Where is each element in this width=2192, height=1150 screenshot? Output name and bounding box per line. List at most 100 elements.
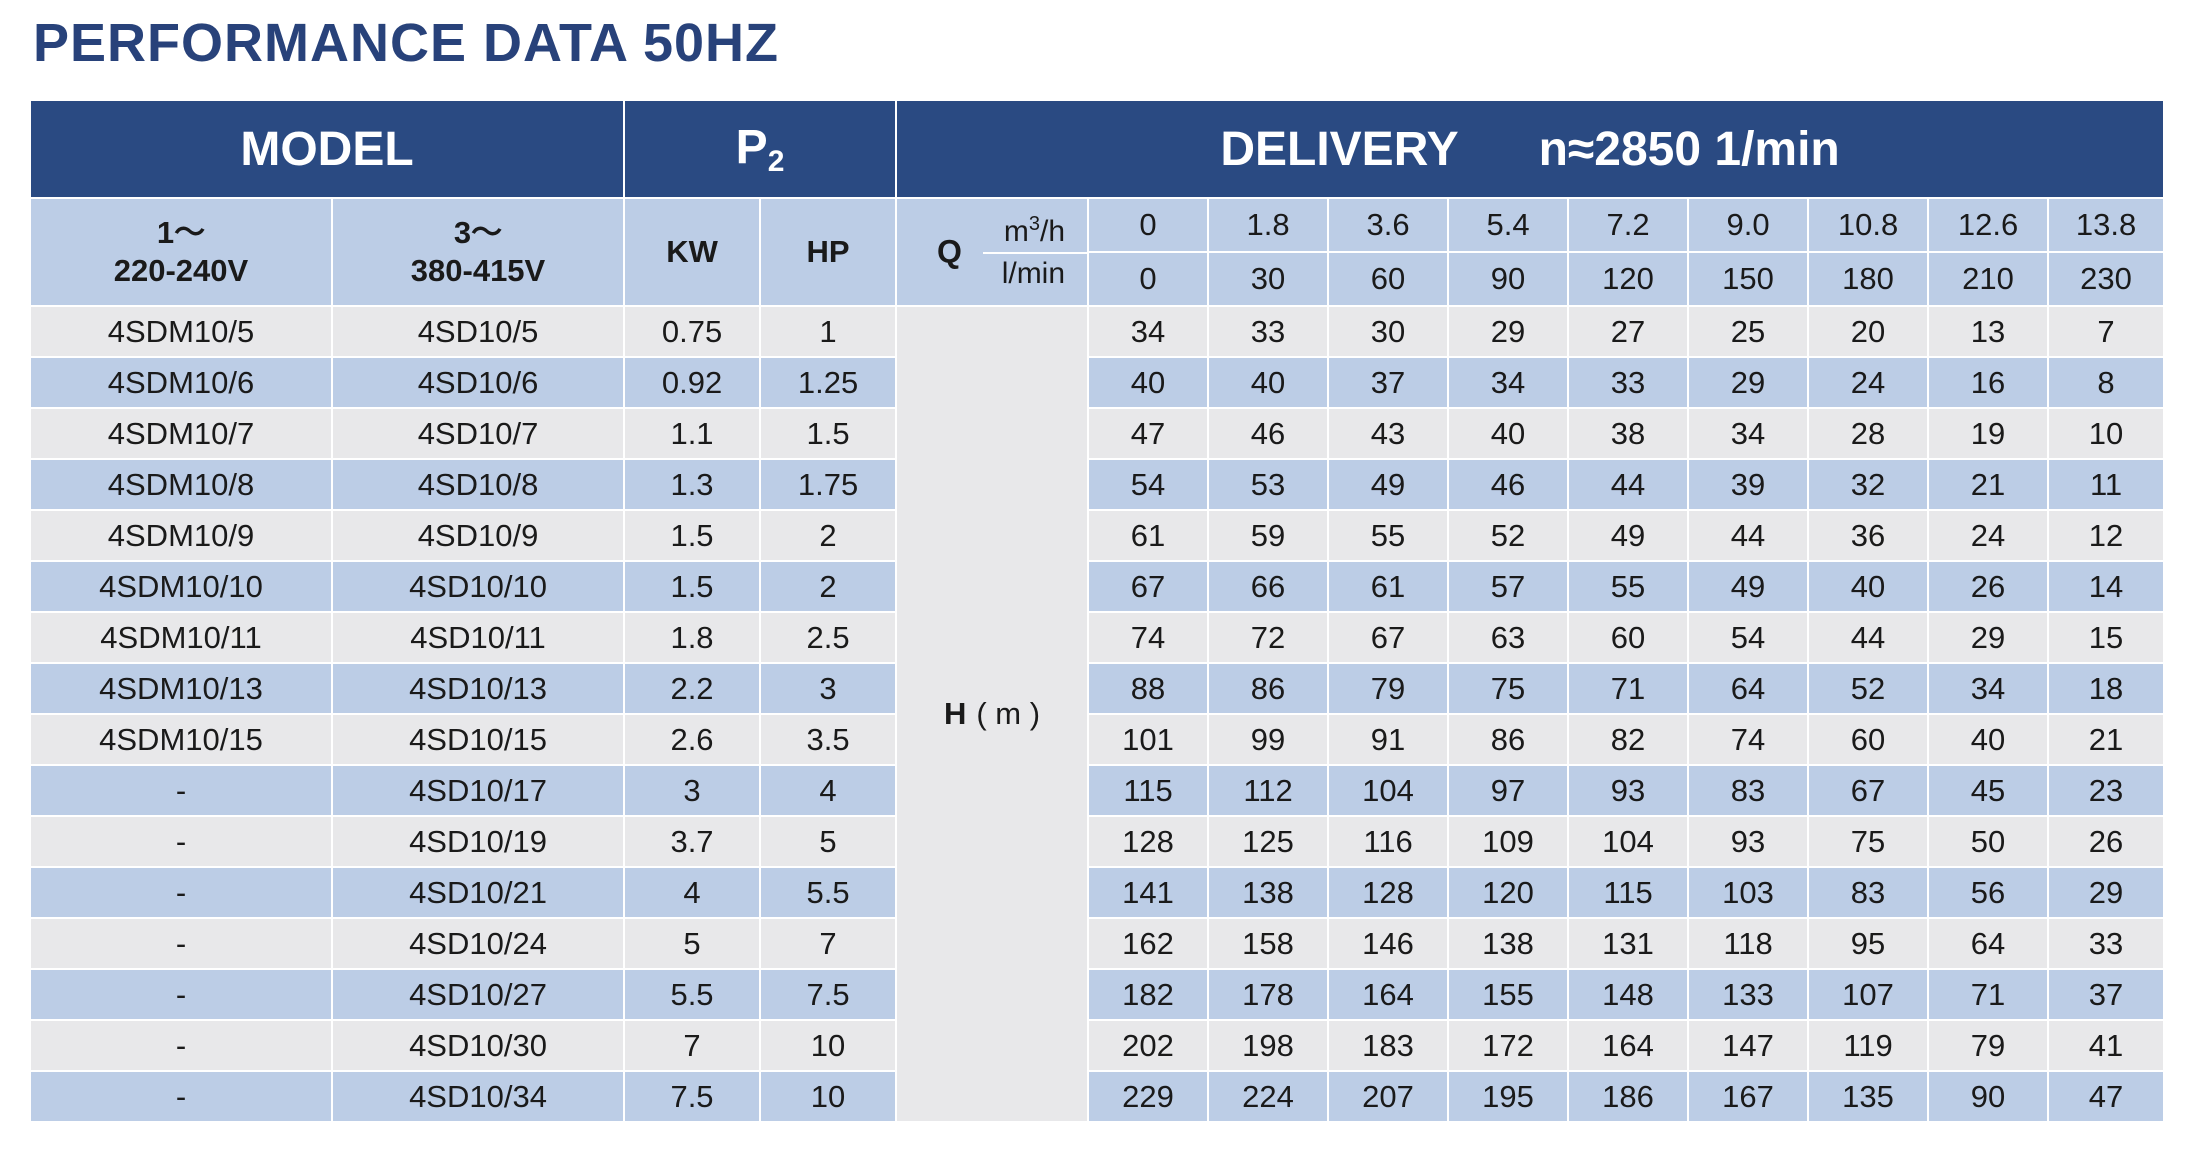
head-value-cell: 50 (1927, 815, 2050, 868)
head-value-cell: 107 (1807, 968, 1930, 1021)
kw-cell: 1.3 (623, 458, 762, 511)
kw-cell: 2.6 (623, 713, 762, 766)
kw-cell: 1.5 (623, 560, 762, 613)
head-value-cell: 183 (1327, 1019, 1450, 1072)
model-3ph-cell: 4SD10/8 (330, 458, 626, 511)
table-row: -4SD10/21 4 5.5 141 138 128 120 115 103 83 56 29 (29, 866, 2166, 919)
kw-cell: 0.92 (623, 356, 762, 409)
hp-cell: 7.5 (759, 968, 898, 1021)
flow-lmin-cell: 230 (2047, 251, 2166, 307)
hp-header: HP (759, 197, 898, 307)
model-1ph-cell: - (29, 866, 333, 919)
table-row: -4SD10/30 7 10 202 198 183 172 164 147 119 79 41 (29, 1019, 2166, 1072)
head-value-cell: 155 (1447, 968, 1570, 1021)
model-3ph-cell: 4SD10/34 (330, 1070, 626, 1123)
head-value-cell: 103 (1687, 866, 1810, 919)
table-row: 4SDM10/15 4SD10/15 2.6 3.5 101 99 91 86 82 74 60 40… (29, 713, 2166, 766)
head-value-cell: 178 (1207, 968, 1330, 1021)
head-value-cell: 20 (1807, 305, 1930, 358)
three-phase-header: 3～ 380-415V (330, 197, 626, 307)
p2-label: P (735, 120, 768, 174)
flow-lmin-cell: 150 (1687, 251, 1810, 307)
head-value-cell: 162 (1087, 917, 1210, 970)
kw-cell: 5.5 (623, 968, 762, 1021)
hp-cell: 3 (759, 662, 898, 715)
head-value-cell: 67 (1087, 560, 1210, 613)
head-value-cell: 44 (1567, 458, 1690, 511)
head-value-cell: 138 (1207, 866, 1330, 919)
head-value-cell: 63 (1447, 611, 1570, 664)
head-value-cell: 99 (1207, 713, 1330, 766)
head-value-cell: 207 (1327, 1070, 1450, 1123)
head-value-cell: 40 (1087, 356, 1210, 409)
head-value-cell: 30 (1327, 305, 1450, 358)
head-unit: ( m ) (976, 696, 1041, 731)
head-value-cell: 28 (1807, 407, 1930, 460)
model-1ph-cell: - (29, 917, 333, 970)
head-value-cell: 147 (1687, 1019, 1810, 1072)
head-value-cell: 43 (1327, 407, 1450, 460)
model-3ph-cell: 4SD10/10 (330, 560, 626, 613)
head-value-cell: 182 (1087, 968, 1210, 1021)
head-value-cell: 53 (1207, 458, 1330, 511)
head-value-cell: 47 (2047, 1070, 2166, 1123)
head-value-cell: 33 (2047, 917, 2166, 970)
head-value-cell: 90 (1927, 1070, 2050, 1123)
table-row: 4SDM10/7 4SD10/7 1.1 1.5 47 46 43 40 38 34 28 19 10 (29, 407, 2166, 460)
head-value-cell: 120 (1447, 866, 1570, 919)
head-value-cell: 45 (1927, 764, 2050, 817)
head-value-cell: 128 (1087, 815, 1210, 868)
rpm-label: n≈2850 1/min (1538, 122, 1840, 176)
head-value-cell: 23 (2047, 764, 2166, 817)
flow-lmin-row: 0 30 60 90 120 150 180 210 230 (30, 251, 2166, 307)
head-value-cell: 93 (1567, 764, 1690, 817)
head-value-cell: 34 (1447, 356, 1570, 409)
hp-cell: 10 (759, 1019, 898, 1072)
flow-m3h-cell: 3.6 (1327, 197, 1450, 253)
head-value-cell: 146 (1327, 917, 1450, 970)
flow-m3h-cell: 7.2 (1567, 197, 1690, 253)
q-header: Q m3/h l/min (895, 197, 1090, 307)
head-value-cell: 54 (1087, 458, 1210, 511)
kw-cell: 1.1 (623, 407, 762, 460)
head-value-cell: 224 (1207, 1070, 1330, 1123)
head-value-cell: 36 (1807, 509, 1930, 562)
head-value-cell: 34 (1087, 305, 1210, 358)
table-row: -4SD10/34 7.5 10 229 224 207 195 186 167 135 90 47 (29, 1070, 2166, 1123)
model-1ph-cell: 4SDM10/13 (29, 662, 333, 715)
head-value-cell: 25 (1687, 305, 1810, 358)
head-value-cell: 61 (1087, 509, 1210, 562)
hp-cell: 2.5 (759, 611, 898, 664)
head-value-cell: 186 (1567, 1070, 1690, 1123)
head-value-cell: 67 (1327, 611, 1450, 664)
model-1ph-cell: 4SDM10/10 (29, 560, 333, 613)
head-value-cell: 21 (1927, 458, 2050, 511)
flow-lmin-cell: 30 (1207, 251, 1330, 307)
flow-lmin-cell: 180 (1807, 251, 1930, 307)
head-value-cell: 26 (1927, 560, 2050, 613)
kw-cell: 4 (623, 866, 762, 919)
main-header-row: MODEL P2 DELIVERY n≈2850 1/min (28, 99, 2166, 199)
head-value-cell: 75 (1807, 815, 1930, 868)
head-value-cell: 19 (1927, 407, 2050, 460)
model-1ph-cell: - (29, 1070, 333, 1123)
three-phase-symbol: 3～ (453, 215, 503, 250)
model-1ph-cell: - (29, 968, 333, 1021)
kw-cell: 1.5 (623, 509, 762, 562)
head-value-cell: 15 (2047, 611, 2166, 664)
head-value-cell: 21 (2047, 713, 2166, 766)
hp-cell: 1.5 (759, 407, 898, 460)
hp-cell: 3.5 (759, 713, 898, 766)
head-value-cell: 34 (1927, 662, 2050, 715)
hp-cell: 10 (759, 1070, 898, 1123)
p2-header: P2 (623, 99, 898, 199)
head-value-cell: 18 (2047, 662, 2166, 715)
head-value-cell: 164 (1327, 968, 1450, 1021)
head-value-cell: 60 (1567, 611, 1690, 664)
model-3ph-cell: 4SD10/17 (330, 764, 626, 817)
head-value-cell: 54 (1687, 611, 1810, 664)
model-1ph-cell: 4SDM10/9 (29, 509, 333, 562)
flow-lmin-cell: 0 (1087, 251, 1210, 307)
head-value-cell: 118 (1687, 917, 1810, 970)
hp-cell: 5 (759, 815, 898, 868)
